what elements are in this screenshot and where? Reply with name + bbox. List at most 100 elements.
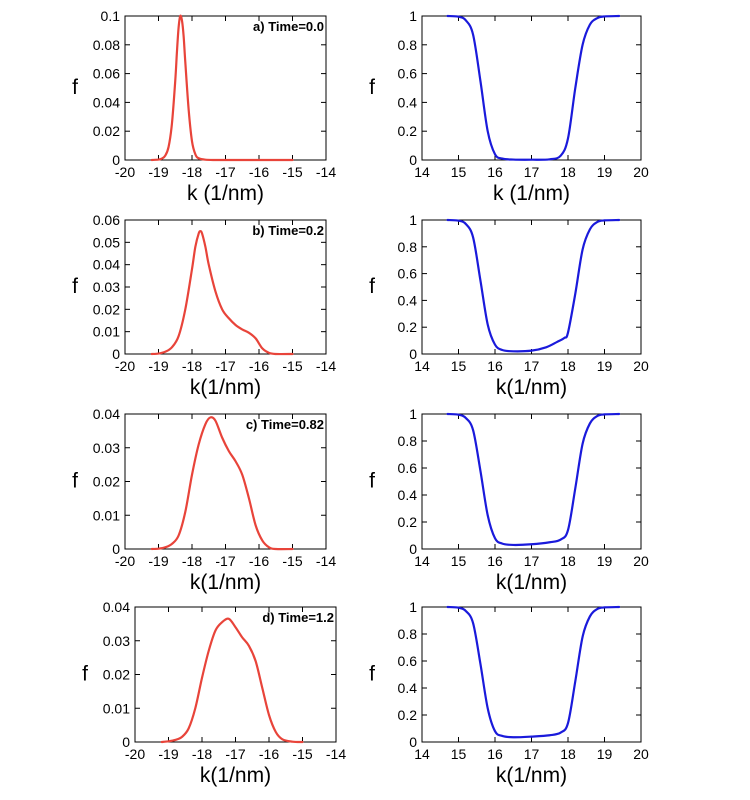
x-tick-label: 14	[414, 358, 430, 374]
x-tick-label: -20	[125, 746, 145, 762]
x-tick-label: 18	[560, 164, 576, 180]
panel-annotation: a) Time=0.0	[253, 19, 324, 34]
plot-frame	[124, 413, 327, 550]
y-tick-label: 0.01	[93, 507, 120, 523]
x-tick-label: 14	[414, 746, 430, 762]
panel-annotation: d) Time=1.2	[262, 610, 334, 625]
x-tick-label: 19	[597, 746, 613, 762]
y-axis-label: f	[82, 663, 88, 686]
y-tick-label: 0	[112, 346, 120, 362]
y-tick-label: 0.04	[93, 406, 120, 422]
x-tick-label: -18	[182, 358, 202, 374]
x-tick-label: 17	[524, 164, 540, 180]
y-tick-label: 1	[409, 599, 417, 615]
x-tick-label: -17	[225, 746, 245, 762]
x-tick-label: 19	[597, 553, 613, 569]
y-tick-label: 0	[409, 541, 417, 557]
y-tick-label: 0	[409, 152, 417, 168]
x-tick-label: -16	[249, 164, 269, 180]
x-tick-label: 16	[487, 164, 503, 180]
x-tick-label: -18	[182, 553, 202, 569]
panel-annotation: c) Time=0.82	[246, 417, 324, 432]
y-axis-label: f	[369, 275, 375, 298]
y-tick-label: 1	[409, 406, 417, 422]
x-tick-label: -20	[115, 553, 135, 569]
x-tick-label: -19	[148, 164, 168, 180]
x-tick-label: 19	[597, 358, 613, 374]
x-tick-label: 18	[560, 553, 576, 569]
x-tick-label: -15	[282, 553, 302, 569]
y-axis-label: f	[72, 275, 78, 298]
plot-frame	[421, 219, 642, 355]
x-tick-label: -18	[192, 746, 212, 762]
x-tick-label: 17	[524, 358, 540, 374]
series-line-a-left-0	[150, 14, 294, 162]
chart-a-right: 14 15 16 17 18 19 20 0 0.2 0.4 0.6 0.8 1 k (1/nm) f	[369, 8, 649, 205]
series-line-b-left-0	[150, 230, 294, 356]
y-tick-label: 0.4	[398, 292, 418, 308]
x-tick-label: 18	[560, 746, 576, 762]
series-line-d-right-0	[446, 605, 621, 739]
x-tick-label: -15	[282, 358, 302, 374]
y-tick-label: 0.04	[103, 599, 130, 615]
x-axis-label: k (1/nm)	[187, 182, 264, 205]
y-tick-label: 0.2	[398, 514, 418, 530]
x-tick-label: -17	[215, 358, 235, 374]
y-tick-label: 0	[122, 734, 130, 750]
x-tick-label: 14	[414, 164, 430, 180]
y-tick-label: 0.06	[93, 212, 120, 228]
x-tick-label: -16	[249, 358, 269, 374]
y-tick-label: 0.2	[398, 707, 418, 723]
x-tick-label: 20	[633, 746, 649, 762]
x-tick-label: 14	[414, 553, 430, 569]
chart-b-right: 14 15 16 17 18 19 20 0 0.2 0.4 0.6 0.8 1 k(1/nm) f	[369, 212, 649, 399]
x-tick-label: 20	[633, 358, 649, 374]
x-tick-label: 16	[487, 358, 503, 374]
x-axis-label: k(1/nm)	[496, 571, 567, 594]
x-tick-label: 20	[633, 553, 649, 569]
y-tick-label: 0.6	[398, 266, 418, 282]
y-tick-label: 0.4	[398, 94, 418, 110]
y-axis-label: f	[72, 76, 78, 99]
y-tick-label: 0.8	[398, 239, 418, 255]
y-tick-label: 0	[112, 152, 120, 168]
y-tick-label: 0.4	[398, 680, 418, 696]
y-tick-label: 0.6	[398, 653, 418, 669]
x-tick-label: 20	[633, 164, 649, 180]
y-tick-label: 0.2	[398, 319, 418, 335]
chart-a-left: -20 -19 -18 -17 -16 -15 -14 0 0.02 0.04 0.06 0.08 0.…	[72, 8, 336, 205]
x-axis-label: k(1/nm)	[496, 764, 567, 787]
series-line-c-left-0	[150, 416, 294, 551]
plot-frame	[421, 15, 642, 161]
x-tick-label: -19	[148, 358, 168, 374]
y-tick-label: 0.2	[398, 123, 418, 139]
x-axis-label: k(1/nm)	[496, 376, 567, 399]
series-line-c-right-0	[446, 412, 621, 547]
x-tick-label: -14	[316, 553, 336, 569]
y-axis-label: f	[369, 76, 375, 99]
x-tick-label: 15	[451, 358, 467, 374]
x-tick-label: -16	[249, 553, 269, 569]
plot-frame	[421, 606, 642, 743]
x-tick-label: 18	[560, 358, 576, 374]
y-tick-label: 0.6	[398, 460, 418, 476]
chart-c-right: 14 15 16 17 18 19 20 0 0.2 0.4 0.6 0.8 1 k(1/nm) f	[369, 406, 649, 594]
panel-annotation: b) Time=0.2	[252, 223, 324, 238]
x-tick-label: -20	[115, 358, 135, 374]
x-tick-label: -15	[282, 164, 302, 180]
series-line-a-right-0	[446, 14, 621, 161]
x-tick-label: 15	[451, 553, 467, 569]
y-tick-label: 0.02	[103, 667, 130, 683]
y-tick-label: 0	[409, 346, 417, 362]
y-tick-label: 0	[112, 541, 120, 557]
y-axis-label: f	[369, 663, 375, 686]
y-tick-label: 0.04	[93, 94, 120, 110]
x-tick-label: 16	[487, 553, 503, 569]
x-tick-label: -19	[148, 553, 168, 569]
x-tick-label: 15	[451, 164, 467, 180]
y-tick-label: 1	[409, 212, 417, 228]
chart-c-left: -20 -19 -18 -17 -16 -15 -14 0 0.01 0.02 0.03 0.04 k(…	[72, 406, 336, 594]
x-tick-label: 17	[524, 553, 540, 569]
x-tick-label: -18	[182, 164, 202, 180]
x-tick-label: -14	[326, 746, 346, 762]
